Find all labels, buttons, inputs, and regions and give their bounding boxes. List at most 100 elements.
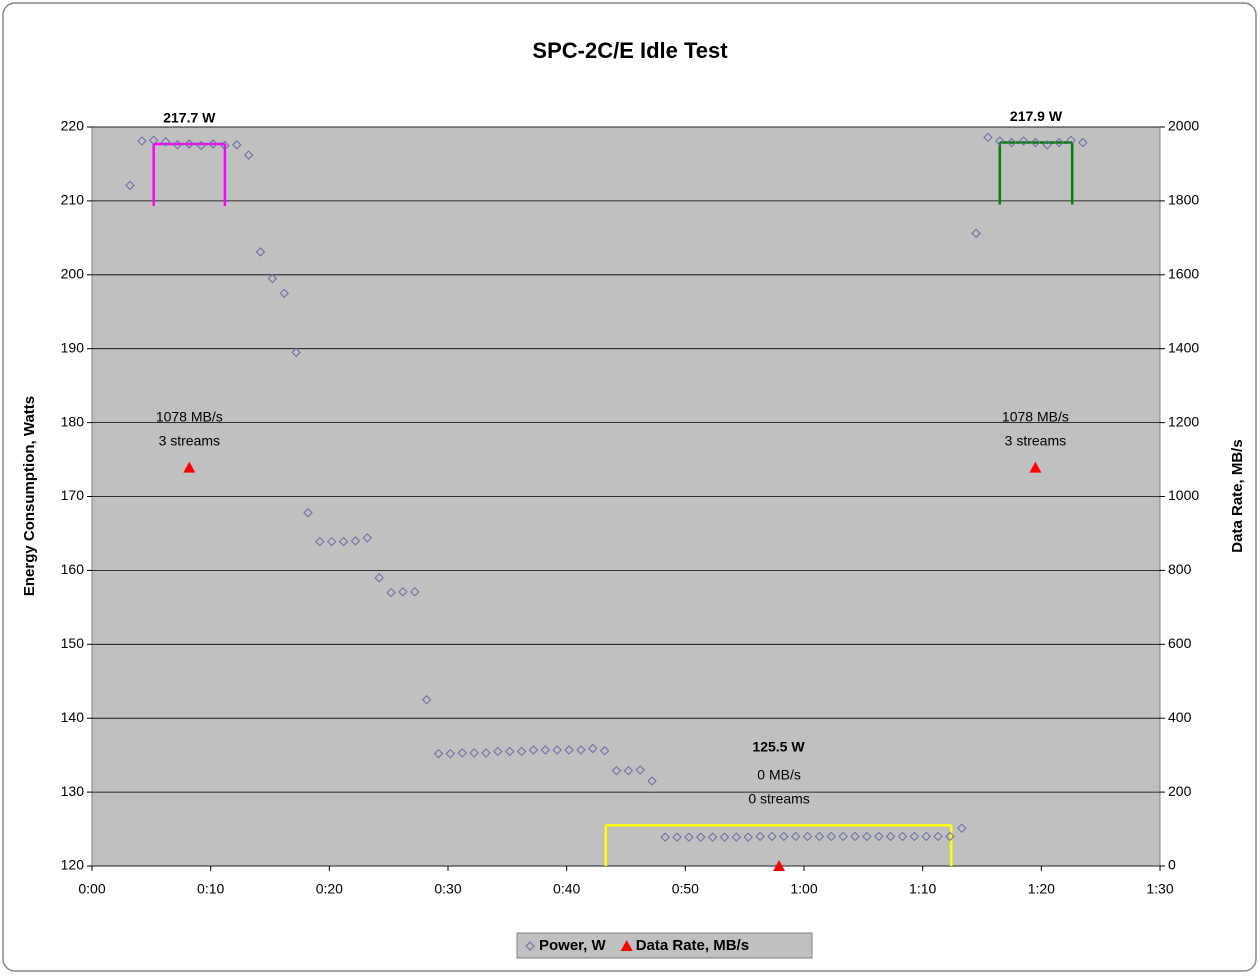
data-point — [540, 745, 551, 755]
x-tick-label: 1:00 — [790, 881, 817, 897]
data-point — [1042, 140, 1052, 150]
data-point — [564, 745, 574, 755]
bracket-label: 125.5 W — [752, 739, 805, 755]
data-point — [481, 748, 491, 758]
point-label: 3 streams — [1005, 432, 1066, 448]
data-point — [588, 743, 598, 754]
data-point — [160, 137, 171, 147]
data-point — [196, 140, 206, 151]
data-point — [1078, 137, 1088, 148]
data-point — [267, 273, 278, 284]
data-point — [398, 587, 408, 597]
x-tick-label: 1:30 — [1146, 881, 1173, 897]
data-point — [660, 832, 670, 842]
data-point — [457, 748, 467, 758]
data-point — [232, 140, 242, 150]
bracket-label: 217.9 W — [1010, 108, 1063, 124]
data-point — [220, 140, 230, 151]
point-label: 0 streams — [748, 791, 809, 807]
y-tick-label: 160 — [61, 561, 85, 577]
data-point — [684, 832, 694, 842]
data-point — [647, 776, 657, 786]
y-tick-label: 120 — [61, 857, 85, 873]
y2-tick-label: 600 — [1168, 635, 1192, 651]
data-point — [909, 831, 920, 842]
data-point — [814, 831, 825, 842]
data-point — [897, 831, 908, 842]
data-point — [172, 140, 183, 150]
data-point — [504, 746, 515, 757]
data-point — [933, 831, 943, 842]
data-point — [802, 831, 813, 842]
bracket-label: 217.7 W — [163, 110, 216, 126]
data-point — [767, 831, 777, 842]
x-tick-label: 0:00 — [78, 881, 105, 897]
y-tick-label: 170 — [61, 487, 85, 503]
x-tick-label: 0:30 — [434, 881, 461, 897]
y2-tick-label: 400 — [1168, 709, 1192, 725]
data-point — [516, 746, 527, 757]
y-tick-label: 210 — [61, 192, 85, 208]
data-point — [862, 831, 872, 842]
y-tick-label: 140 — [61, 709, 85, 725]
data-point — [1030, 137, 1041, 148]
data-point — [552, 745, 562, 755]
x-tick-label: 0:20 — [316, 881, 343, 897]
data-point — [338, 536, 349, 547]
data-point — [850, 831, 860, 842]
x-tick-label: 1:10 — [909, 881, 936, 897]
data-point — [433, 748, 444, 759]
data-point — [469, 748, 479, 758]
y-tick-label: 190 — [61, 339, 85, 355]
data-point — [1054, 137, 1064, 148]
y2-tick-label: 1800 — [1168, 192, 1199, 208]
data-point — [672, 832, 682, 842]
data-point — [1006, 137, 1017, 148]
legend-marker — [525, 941, 535, 951]
y2-tick-label: 0 — [1168, 857, 1176, 873]
data-point — [137, 136, 147, 146]
data-point — [243, 150, 254, 160]
data-point — [635, 765, 645, 775]
y-tick-label: 200 — [61, 266, 85, 282]
data-point — [1029, 461, 1042, 473]
y2-axis-label: Data Rate, MB/s — [1229, 439, 1246, 552]
data-point — [528, 745, 539, 755]
data-point — [921, 831, 931, 842]
data-point — [125, 180, 135, 191]
data-point — [184, 139, 195, 149]
data-point — [779, 831, 789, 842]
x-tick-label: 0:40 — [553, 881, 580, 897]
data-point — [731, 832, 742, 842]
legend-label: Data Rate, MB/s — [636, 937, 749, 954]
data-point — [350, 536, 361, 546]
data-point — [279, 288, 289, 298]
y2-tick-label: 2000 — [1168, 118, 1199, 134]
data-point — [326, 536, 337, 547]
y2-tick-label: 1000 — [1168, 487, 1199, 503]
data-point — [599, 746, 610, 756]
data-point — [623, 765, 634, 776]
x-tick-label: 0:50 — [672, 881, 699, 897]
y2-tick-label: 800 — [1168, 561, 1192, 577]
data-point — [255, 247, 266, 257]
data-point — [493, 746, 503, 757]
data-point — [291, 347, 301, 358]
data-point — [696, 832, 706, 842]
data-point — [576, 745, 586, 755]
data-point — [303, 508, 313, 518]
data-point — [773, 860, 786, 871]
chart-title: SPC-2C/E Idle Test — [532, 38, 728, 63]
data-point — [362, 533, 373, 543]
data-point — [995, 136, 1005, 146]
data-point — [707, 832, 718, 842]
legend-marker — [620, 940, 633, 951]
data-point — [826, 831, 837, 842]
data-point — [838, 831, 848, 842]
data-point — [945, 831, 955, 842]
data-point — [874, 831, 884, 842]
data-point — [1018, 136, 1029, 146]
data-point — [421, 695, 432, 705]
x-tick-label: 0:10 — [197, 881, 224, 897]
